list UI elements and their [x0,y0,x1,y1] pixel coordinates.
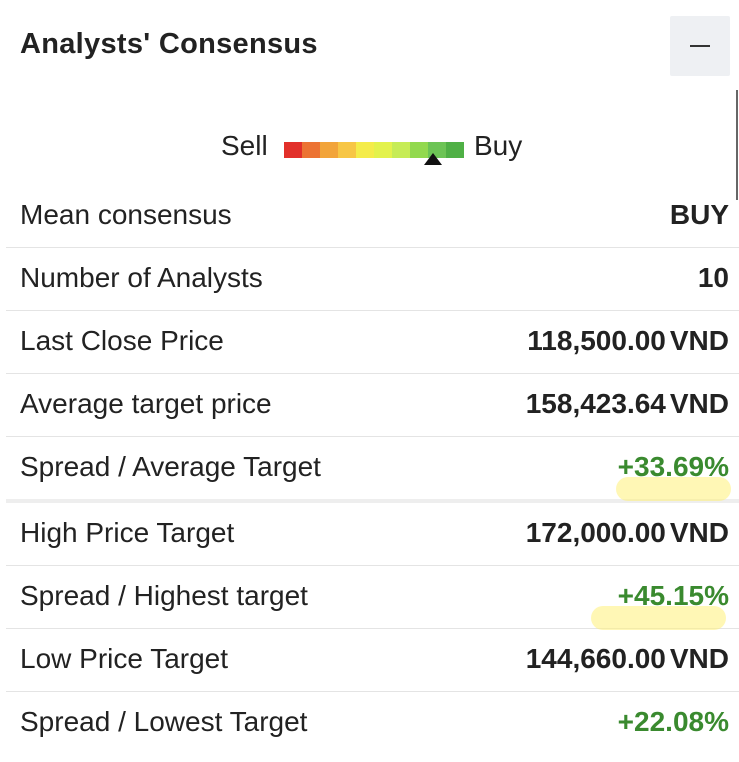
gauge-segment [392,142,410,158]
gauge-segment [320,142,338,158]
row-label: Spread / Lowest Target [20,706,308,737]
row-number-of-analysts: Number of Analysts 10 [6,248,739,311]
highlight-mark [591,606,726,630]
currency-unit: VND [669,325,729,356]
minus-icon [690,45,710,47]
row-value: +45.15% [617,580,729,611]
gauge-segment [356,142,374,158]
collapse-button[interactable] [670,16,730,76]
row-label: High Price Target [20,517,235,548]
currency-unit: VND [669,388,729,419]
row-label: Spread / Highest target [20,580,308,611]
gauge-buy-label: Buy [474,130,523,161]
row-label: Mean consensus [20,199,232,230]
row-spread-lowest-target: Spread / Lowest Target +22.08% [6,692,739,754]
row-value: 118,500.00 VND [527,325,729,356]
gauge-pointer-icon [424,153,443,165]
row-label: Last Close Price [20,325,224,356]
consensus-gauge: Sell Buy [0,125,739,170]
row-label: Low Price Target [20,643,229,674]
row-label: Average target price [20,388,272,419]
gauge-segment [446,142,464,158]
gauge-segment [338,142,356,158]
row-value: +33.69% [617,451,729,482]
row-spread-average-target: Spread / Average Target +33.69% [6,437,739,503]
row-last-close-price: Last Close Price 118,500.00 VND [6,311,739,374]
panel-header: Analysts' Consensus [0,0,739,90]
row-low-price-target: Low Price Target 144,660.00 VND [6,629,739,692]
row-value: +22.08% [617,706,729,737]
row-label: Spread / Average Target [20,451,321,482]
row-value: 144,660.00 VND [525,643,729,674]
row-mean-consensus: Mean consensus BUY [6,185,739,248]
row-spread-highest-target: Spread / Highest target +45.15% [6,566,739,630]
gauge-segment [374,142,392,158]
gauge-bar [284,142,464,158]
gauge-segment [410,142,428,158]
row-value: 172,000.00 VND [525,517,729,548]
panel-title: Analysts' Consensus [20,28,318,60]
row-value: 10 [697,262,729,293]
gauge-segment [284,142,302,158]
row-value: BUY [669,199,729,230]
gauge-sell-label: Sell [221,130,268,161]
row-label: Number of Analysts [20,262,263,293]
scrollbar[interactable] [736,90,738,200]
row-average-target-price: Average target price 158,423.64 VND [6,374,739,437]
consensus-table: Mean consensus BUY Number of Analysts 10… [6,185,739,754]
highlight-mark [616,477,731,501]
row-high-price-target: High Price Target 172,000.00 VND [6,503,739,566]
gauge-segment [302,142,320,158]
currency-unit: VND [669,643,729,674]
currency-unit: VND [669,517,729,548]
row-value: 158,423.64 VND [525,388,729,419]
